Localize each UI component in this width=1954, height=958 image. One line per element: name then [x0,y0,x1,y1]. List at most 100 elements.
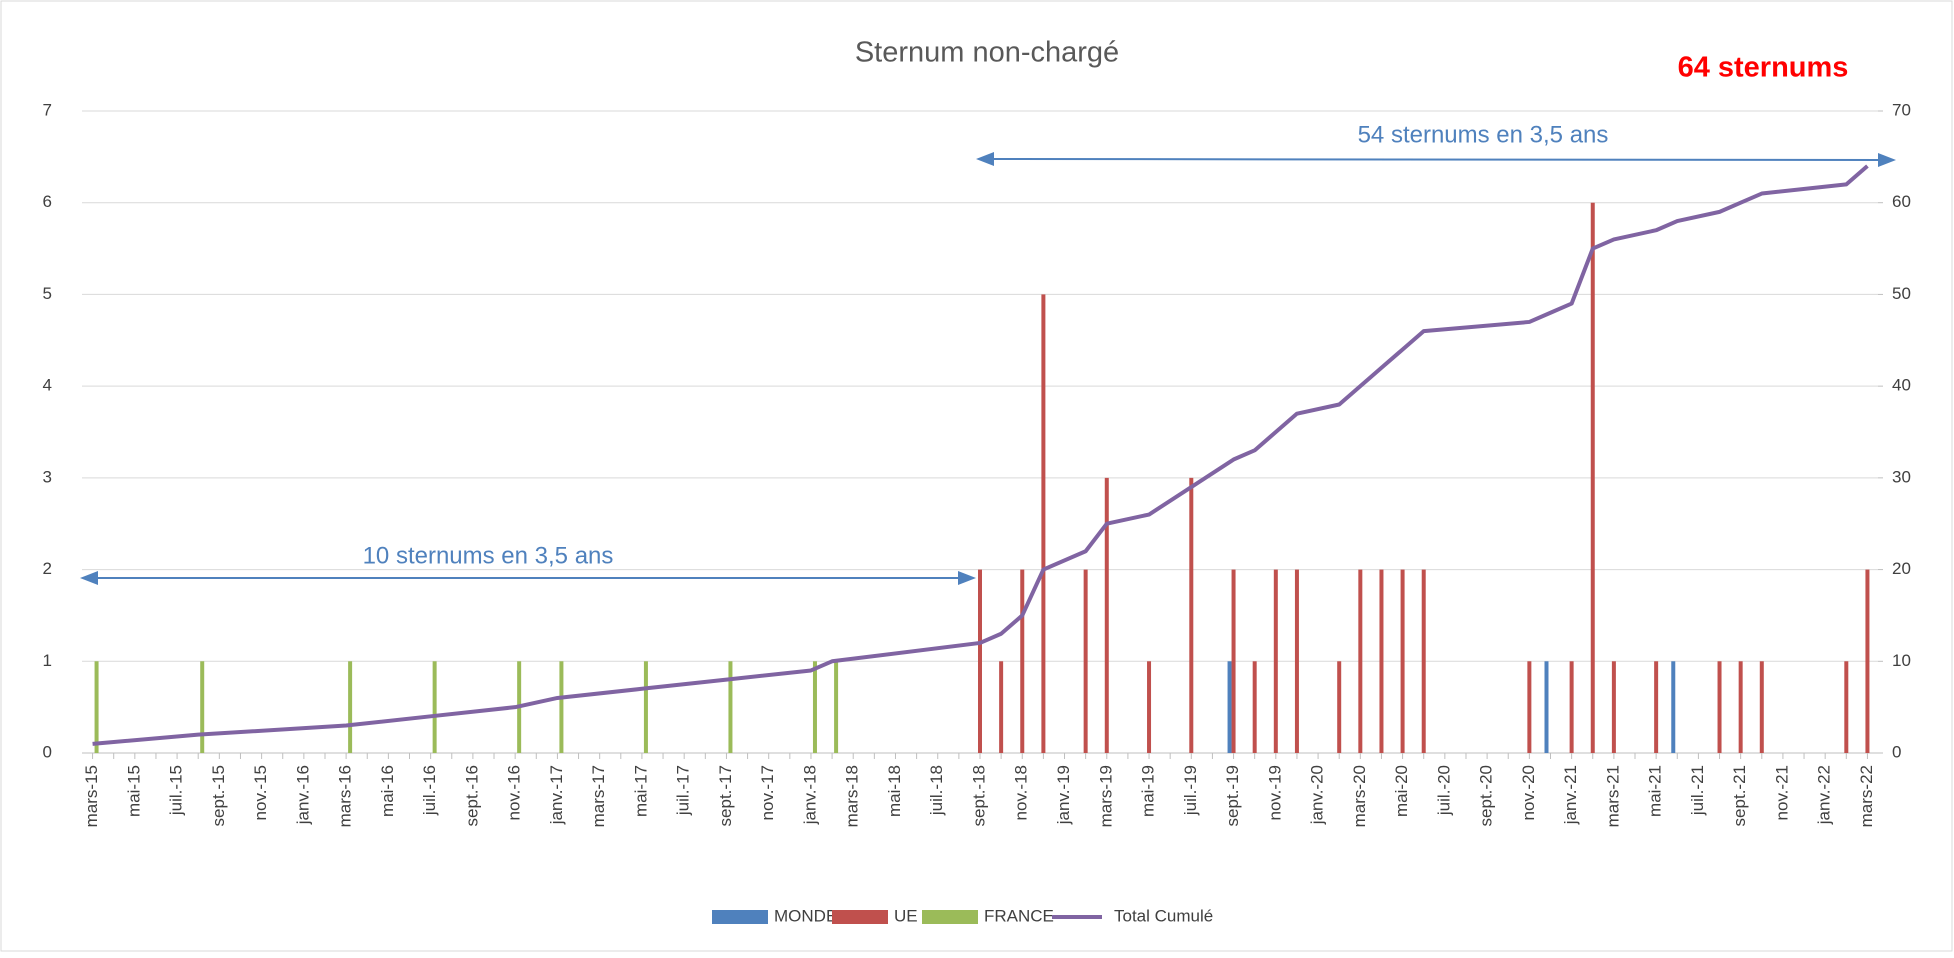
bar [1421,569,1426,753]
x-tick-label: sept.-15 [209,765,228,826]
y-tick-label: 3 [43,467,52,486]
bar [1717,661,1722,753]
annotation: 10 sternums en 3,5 ans [363,542,614,569]
x-tick-label: janv.-22 [1815,765,1834,825]
bar [999,661,1004,753]
x-tick-label: mars-15 [82,765,101,827]
bar [559,661,564,753]
arrows [80,152,1896,585]
x-tick-label: juil.-18 [927,765,946,816]
x-tick-label: mars-19 [1096,765,1115,827]
bar [1844,661,1849,753]
arrow-head [1878,153,1896,167]
legend-label: MONDE [774,906,837,925]
x-tick-label: mars-17 [589,765,608,827]
y-tick-label: 4 [43,376,52,395]
bar [978,569,982,753]
y2-tick-label: 20 [1892,559,1911,578]
x-tick-label: janv.-18 [800,765,819,825]
bar [1738,661,1743,753]
x-tick-label: nov.-15 [251,765,270,820]
y-tick-label: 2 [43,559,52,578]
x-tick-label: mars-22 [1857,765,1876,827]
y2-tick-label: 40 [1892,376,1911,395]
x-tick-label: juil.-20 [1434,765,1453,816]
y2-tick-label: 50 [1892,284,1911,303]
y-tick-label: 5 [43,284,52,303]
bar [1104,477,1109,753]
bar [1654,661,1659,753]
bar [348,661,353,753]
x-tick-label: juil.-15 [167,765,186,816]
chart-title: Sternum non-chargé [855,37,1119,69]
x-tick-label: mars-21 [1603,765,1622,827]
legend-label: Total Cumulé [1114,906,1213,925]
x-tick-label: mai-16 [378,765,397,817]
bar [1358,569,1363,753]
x-tick-label: sept.-19 [1223,765,1242,826]
x-tick-label: nov.-21 [1772,765,1791,820]
x-tick-label: mai-19 [1139,765,1158,817]
y2-tick-label: 70 [1892,100,1911,119]
y2-tick-label: 10 [1892,651,1911,670]
x-tick-label: sept.-21 [1730,765,1749,826]
y2-tick-label: 30 [1892,467,1911,486]
x-tick-label: sept.-17 [716,765,735,826]
bar [432,661,437,753]
legend-swatch [832,910,888,924]
bar [1252,661,1257,753]
legend-label: FRANCE [984,906,1054,925]
x-tick-label: sept.-16 [462,765,481,826]
annotation: 64 sternums [1678,52,1849,84]
bar [812,661,817,753]
bar [1189,477,1194,753]
bar [94,661,99,753]
x-tick-label: janv.-19 [1054,765,1073,825]
bar [1273,569,1278,753]
arrow-head [80,571,98,585]
bar [200,661,205,753]
x-tick-label: mars-18 [843,765,862,827]
x-tick-label: mai-21 [1646,765,1665,817]
bar [1544,661,1549,753]
bar [1337,661,1342,753]
bar [1227,661,1232,753]
x-tick-label: nov.-19 [1265,765,1284,820]
x-tick-label: sept.-18 [969,765,988,826]
x-tick-label: juil.-19 [1181,765,1200,816]
arrow-head [958,571,976,585]
x-tick-label: juil.-17 [674,765,693,816]
bar [1865,569,1870,753]
x-tick-label: nov.-20 [1519,765,1538,820]
bar [1611,661,1616,753]
bar [1294,569,1299,753]
bar [1590,202,1595,753]
y-tick-label: 6 [43,192,52,211]
bar [1671,661,1676,753]
x-tick-label: mai-18 [885,765,904,817]
x-tick-label: nov.-16 [505,765,524,820]
x-tick-label: janv.-16 [293,765,312,825]
annotation: 54 sternums en 3,5 ans [1358,121,1609,148]
x-tick-label: nov.-18 [1012,765,1031,820]
x-tick-label: juil.-16 [420,765,439,816]
x-tick-label: janv.-17 [547,765,566,825]
legend-swatch [712,910,768,924]
bar [1020,569,1025,753]
x-tick-label: janv.-21 [1561,765,1580,825]
legend-label: UE [894,906,918,925]
y-tick-label: 0 [43,742,52,761]
y-tick-label: 7 [43,100,52,119]
bar [1147,661,1152,753]
x-tick-label: janv.-20 [1308,765,1327,825]
y-tick-label: 1 [43,651,52,670]
bar [1083,569,1088,753]
legend-swatch [922,910,978,924]
bar [1569,661,1574,753]
bar [1231,569,1236,753]
x-tick-label: sept.-20 [1477,765,1496,826]
x-tick-label: mai-15 [124,765,143,817]
x-tick-label: mars-20 [1350,765,1369,827]
bar [1527,661,1532,753]
